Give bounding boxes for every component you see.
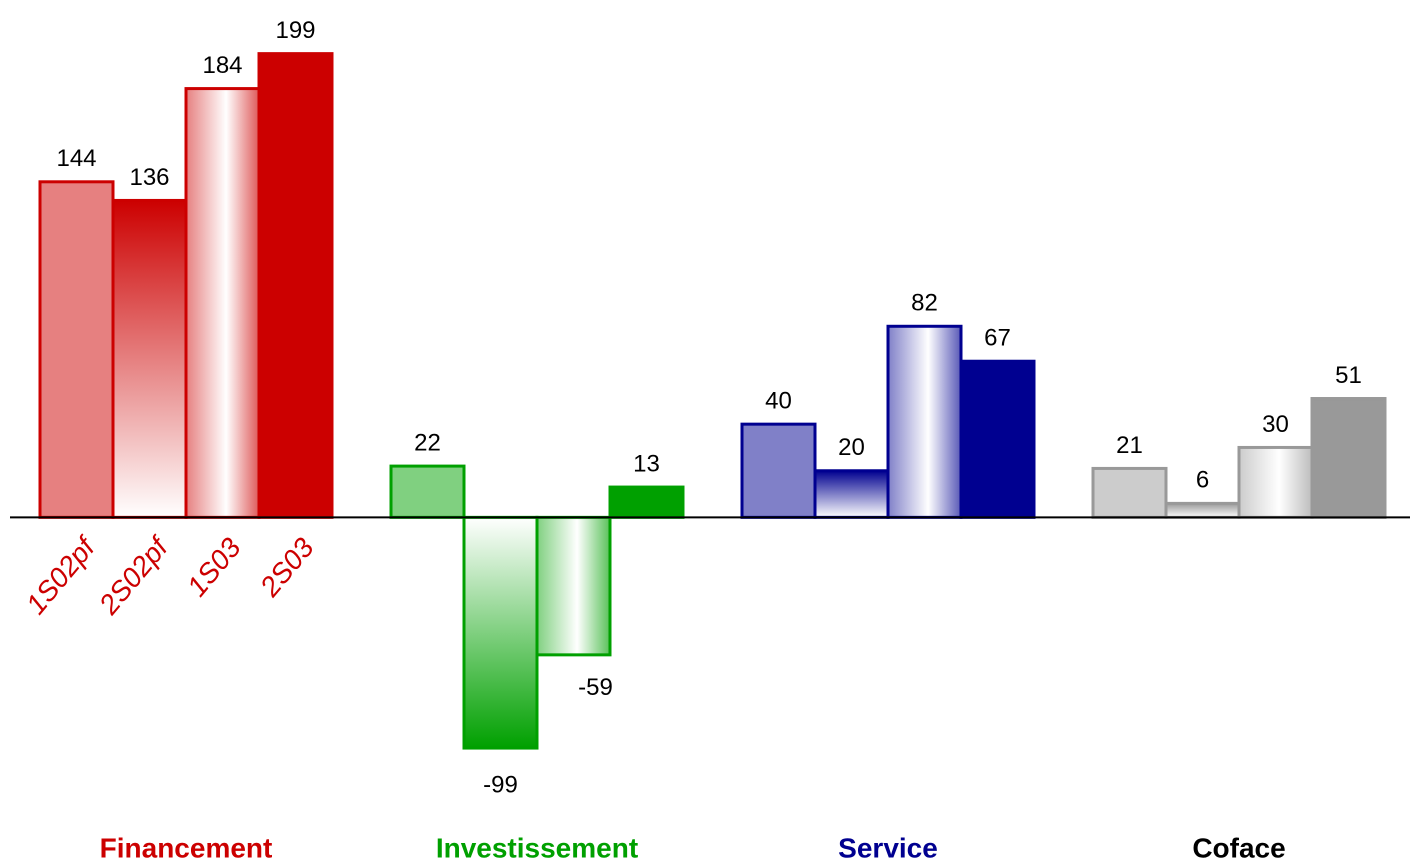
bar [886, 324, 963, 519]
bar [111, 198, 188, 519]
category-label: Service [838, 832, 938, 863]
bar [1091, 466, 1168, 519]
bar [959, 359, 1036, 519]
category-label: Investissement [436, 832, 638, 863]
value-label: 22 [414, 429, 441, 456]
value-label: 6 [1196, 467, 1209, 494]
category-label: Financement [100, 832, 273, 863]
bar [608, 485, 685, 519]
category-label: Coface [1192, 832, 1285, 863]
value-label: 82 [911, 290, 938, 317]
value-label: 67 [984, 325, 1011, 352]
bar [740, 422, 817, 519]
value-label: 30 [1262, 411, 1289, 438]
bar [1310, 397, 1387, 519]
value-label: 51 [1335, 362, 1362, 389]
bar [535, 515, 612, 657]
value-label: 21 [1116, 432, 1143, 459]
bar [257, 52, 334, 519]
bar [462, 515, 539, 750]
bar [813, 469, 890, 519]
legend-label: 2S02pf [92, 530, 176, 621]
legend-label: 1S03 [181, 532, 247, 602]
value-label: -59 [578, 674, 613, 701]
value-label: 20 [838, 434, 865, 461]
value-label: 144 [56, 145, 96, 172]
value-label: 13 [633, 450, 660, 477]
value-label: 40 [765, 387, 792, 414]
value-label: 199 [275, 17, 315, 44]
bar [184, 87, 261, 519]
bar [1237, 445, 1314, 519]
value-label: 136 [129, 164, 169, 191]
legend-label: 1S02pf [20, 530, 103, 620]
bar [38, 180, 115, 519]
legend-label: 2S03 [253, 532, 320, 603]
bar [389, 464, 466, 519]
value-label: -99 [483, 771, 518, 798]
bar [1164, 501, 1241, 519]
value-label: 184 [202, 52, 242, 79]
